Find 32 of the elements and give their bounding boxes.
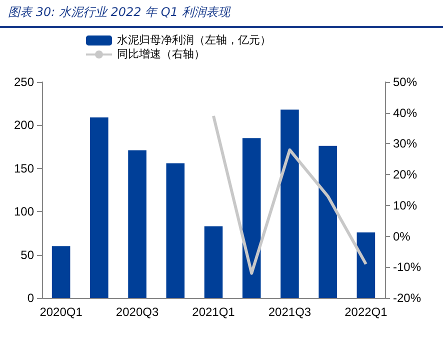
y-tick-label: 100 xyxy=(14,204,34,219)
y-tick-label: 50 xyxy=(20,248,34,262)
bar xyxy=(52,246,70,298)
y-tick-label: 200 xyxy=(14,118,34,132)
y2-tick-label: -20% xyxy=(393,291,422,305)
bar xyxy=(204,226,223,298)
legend-label: 水泥归母净利润（左轴，亿元） xyxy=(117,34,271,46)
y-tick-label: 250 xyxy=(14,75,34,89)
y2-tick-label: 0% xyxy=(393,229,411,244)
x-tick-label: 2022Q1 xyxy=(344,305,388,319)
y2-tick-label: 10% xyxy=(393,198,418,212)
x-tick-label: 2020Q3 xyxy=(116,305,159,319)
bar xyxy=(128,150,146,298)
line-series xyxy=(212,114,368,275)
bar xyxy=(280,110,299,298)
y2-tick-label: 30% xyxy=(393,136,418,151)
y-tick-label: 0 xyxy=(27,291,34,305)
x-tick-label: 2021Q3 xyxy=(268,305,312,319)
y-tick-label: 150 xyxy=(14,161,34,176)
bar xyxy=(90,117,108,298)
y2-tick-label: -10% xyxy=(393,260,422,274)
legend-label: 同比增速（右轴） xyxy=(117,48,205,60)
x-tick-label: 2021Q1 xyxy=(192,305,236,319)
y2-tick-label: 20% xyxy=(393,168,418,182)
x-tick-label: 2020Q1 xyxy=(40,305,83,319)
bar xyxy=(166,163,185,298)
bar xyxy=(242,138,261,298)
bar xyxy=(356,232,376,298)
y2-tick-label: 40% xyxy=(393,106,418,120)
bar xyxy=(318,146,337,298)
y2-tick-label: 50% xyxy=(393,75,418,89)
chart-title: 图表 30: 水泥行业 2022 年 Q1 利润表现 xyxy=(8,4,230,21)
